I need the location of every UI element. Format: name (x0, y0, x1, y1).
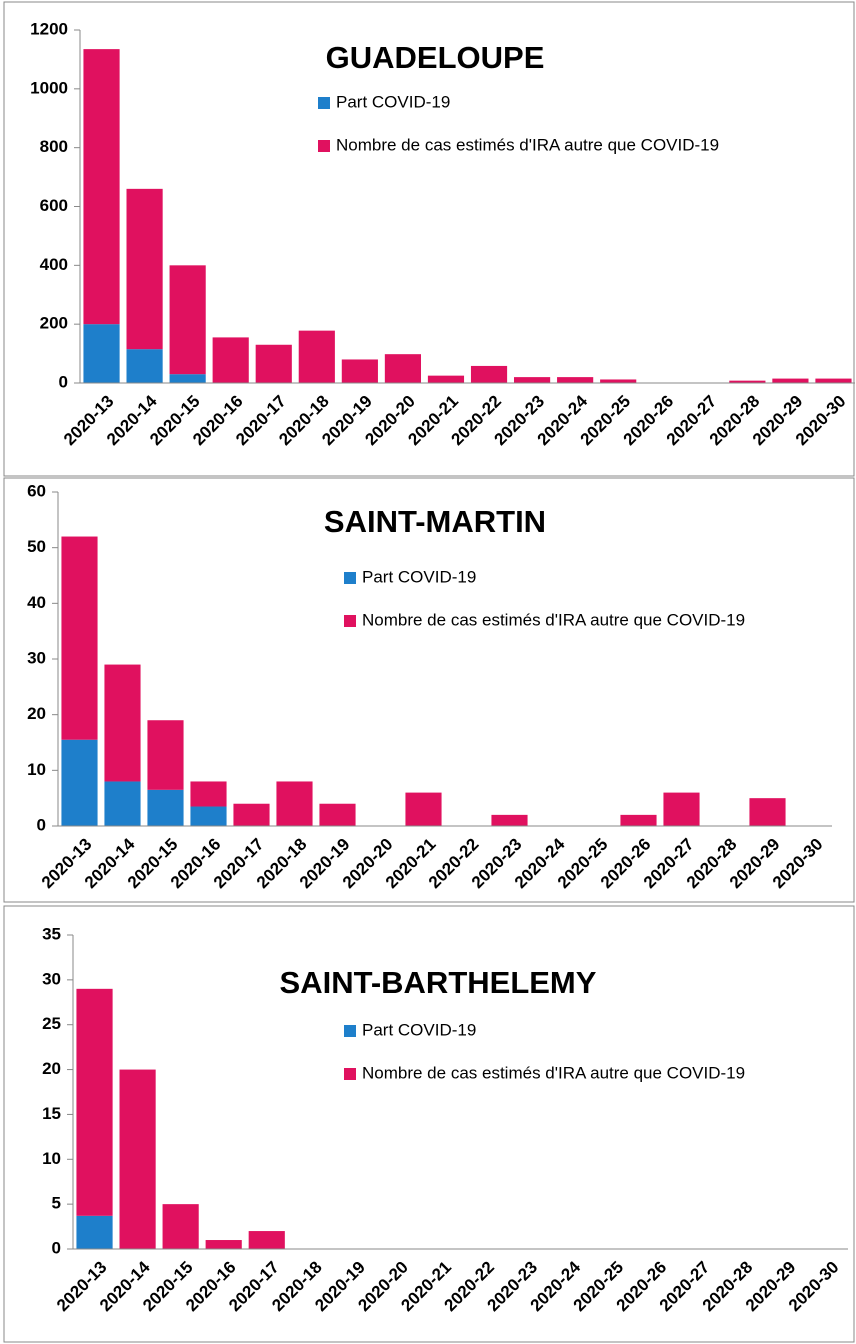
bar-segment (61, 739, 98, 826)
legend-swatch (318, 97, 330, 109)
y-tick-label: 400 (40, 255, 68, 274)
bar-segment (470, 365, 508, 383)
legend-label: Part COVID-19 (362, 567, 476, 586)
bar-segment (162, 1204, 199, 1249)
bar-segment (104, 781, 141, 826)
bar-segment (76, 1215, 113, 1249)
bar-segment (815, 378, 852, 383)
bar-segment (126, 188, 163, 350)
bar-segment (557, 377, 594, 383)
y-tick-label: 1200 (30, 19, 68, 38)
bar-segment (663, 792, 700, 826)
y-tick-label: 60 (27, 481, 46, 500)
chart-title: SAINT-BARTHELEMY (280, 965, 597, 1000)
panel-border (3, 477, 855, 903)
legend-swatch (318, 140, 330, 152)
bar-segment (298, 330, 335, 383)
y-tick-label: 600 (40, 196, 68, 215)
bar-segment (83, 49, 120, 325)
bar-segment (772, 378, 809, 383)
y-tick-label: 20 (42, 1059, 61, 1078)
y-tick-label: 0 (59, 372, 68, 391)
bar-segment (104, 664, 141, 782)
bar-segment (190, 781, 227, 807)
legend-swatch (344, 572, 356, 584)
bar-segment (729, 380, 766, 383)
legend-label: Part COVID-19 (336, 92, 450, 111)
legend-label: Nombre de cas estimés d'IRA autre que CO… (362, 610, 745, 629)
y-tick-label: 10 (42, 1149, 61, 1168)
bar-segment (276, 781, 313, 826)
y-tick-label: 50 (27, 537, 46, 556)
bar-segment (248, 1231, 285, 1249)
bar-segment (76, 988, 113, 1216)
chart-title: SAINT-MARTIN (324, 504, 546, 539)
bar-segment (190, 806, 227, 826)
y-tick-label: 30 (42, 969, 61, 988)
bar-segment (514, 377, 551, 383)
bar-segment (83, 324, 120, 383)
bar-segment (119, 1069, 156, 1249)
bar-segment (212, 337, 249, 383)
bar-segment (749, 798, 786, 826)
chart-title: GUADELOUPE (326, 40, 545, 75)
y-tick-label: 35 (42, 924, 61, 943)
bar-segment (405, 792, 442, 826)
bar-segment (147, 720, 184, 790)
y-tick-label: 20 (27, 704, 46, 723)
bar-segment (61, 536, 98, 740)
bar-segment (491, 814, 528, 826)
y-tick-label: 40 (27, 593, 46, 612)
y-tick-label: 25 (42, 1014, 61, 1033)
bar-segment (600, 379, 637, 383)
bar-segment (319, 803, 356, 826)
bar-segment (169, 374, 206, 383)
bar-segment (384, 354, 421, 383)
y-tick-label: 10 (27, 760, 46, 779)
bar-segment (126, 349, 163, 383)
legend-label: Nombre de cas estimés d'IRA autre que CO… (336, 135, 719, 154)
bar-segment (427, 375, 465, 383)
y-tick-label: 30 (27, 648, 46, 667)
y-tick-label: 800 (40, 137, 68, 156)
legend-swatch (344, 615, 356, 627)
legend-swatch (344, 1068, 356, 1080)
y-tick-label: 1000 (30, 78, 68, 97)
panel-border (3, 1, 855, 477)
y-tick-label: 15 (42, 1104, 61, 1123)
bar-segment (147, 789, 184, 826)
bar-segment (169, 265, 206, 375)
y-tick-label: 5 (52, 1194, 61, 1213)
y-tick-label: 0 (52, 1238, 61, 1257)
panel-border (3, 905, 855, 1343)
y-tick-label: 200 (40, 314, 68, 333)
legend-swatch (344, 1025, 356, 1037)
bar-segment (620, 814, 657, 826)
bar-segment (341, 359, 378, 383)
y-tick-label: 0 (37, 815, 46, 834)
bar-segment (205, 1240, 242, 1249)
bar-segment (233, 803, 270, 826)
legend-label: Part COVID-19 (362, 1020, 476, 1039)
legend-label: Nombre de cas estimés d'IRA autre que CO… (362, 1063, 745, 1082)
bar-segment (255, 344, 292, 383)
